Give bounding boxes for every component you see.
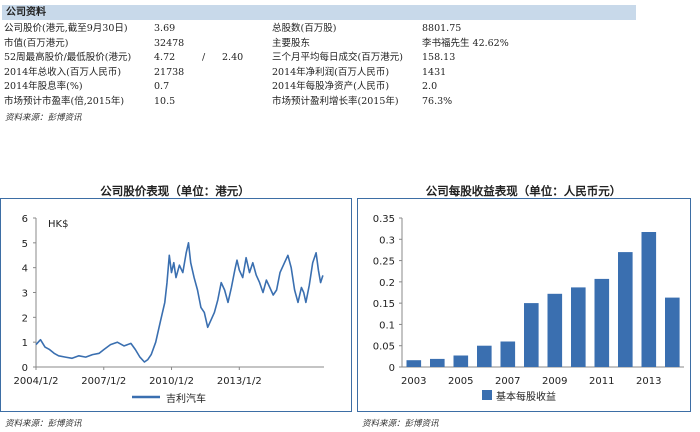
y-tick-label: 4 — [22, 264, 28, 275]
x-tick-label: 2003 — [401, 376, 426, 387]
eps-bar — [571, 287, 586, 367]
label-left: 2014年总收入(百万人民币) — [4, 66, 122, 78]
source-note-top: 资料来源：彭博资讯 — [5, 113, 82, 123]
value-left: 4.72 — [154, 52, 176, 63]
x-tick-label: 2013 — [636, 376, 661, 387]
y-tick-label: 6 — [22, 214, 28, 225]
label-left: 2014年股息率(%) — [4, 81, 83, 92]
value-left-secondary: 2.40 — [222, 52, 244, 63]
source-note-right: 资料来源：彭博资讯 — [362, 419, 439, 429]
legend-swatch — [482, 390, 492, 400]
table-row: 市值(百万港元) 32478 主要股东 李书福先生 42.62% — [4, 37, 636, 51]
value-right: 158.13 — [422, 52, 456, 63]
value-separator: / — [202, 52, 206, 63]
x-tick-label: 2005 — [448, 376, 473, 387]
eps-bar — [477, 345, 492, 367]
value-left: 3.69 — [154, 23, 176, 34]
value-right: 2.0 — [422, 81, 438, 92]
y-tick-label: 0.3 — [379, 235, 395, 246]
y-tick-label: 5 — [22, 239, 28, 250]
y-tick-label: 0.05 — [373, 342, 395, 353]
y-tick-label: 0.15 — [373, 299, 395, 310]
eps-bar — [618, 252, 633, 367]
value-right: 8801.75 — [422, 23, 462, 34]
price-chart-title: 公司股价表现（单位：港元） — [100, 184, 250, 198]
x-tick-label: 2011 — [589, 376, 614, 387]
y-tick-label: 0.2 — [379, 278, 395, 289]
table-row: 2014年股息率(%) 0.7 2014年每股净资产(人民币) 2.0 — [4, 80, 636, 94]
unit-label: HK$ — [48, 219, 68, 230]
table-row: 52周最高股价/最低股价(港元) 4.72 / 2.40 三个月平均每日成交(百万港元)… — [4, 51, 636, 65]
y-tick-label: 2 — [22, 313, 28, 324]
value-right: 76.3% — [422, 95, 453, 107]
x-tick-label: 2009 — [542, 376, 567, 387]
label-left: 市值(百万港元) — [4, 37, 69, 49]
x-tick-label: 2010/1/2 — [149, 376, 194, 387]
x-tick-label: 2007 — [495, 376, 520, 387]
y-tick-label: 0 — [22, 363, 28, 374]
eps-bar — [430, 358, 445, 367]
section-header: 公司资料 — [2, 5, 636, 20]
eps-bar — [594, 278, 610, 367]
label-right: 2014年净利润(百万人民币) — [272, 66, 390, 78]
y-tick-label: 1 — [22, 338, 28, 349]
legend-label: 基本每股收益 — [496, 390, 556, 403]
eps-bar — [406, 360, 422, 367]
table-row: 2014年总收入(百万人民币) 21738 2014年净利润(百万人民币) 1431 — [4, 66, 636, 80]
y-tick-label: 0.1 — [379, 320, 395, 331]
value-left: 0.7 — [154, 81, 170, 92]
label-left: 公司股价(港元,截至9月30日) — [4, 23, 128, 34]
label-right: 2014年每股净资产(人民币) — [272, 81, 390, 92]
y-tick-label: 0 — [389, 363, 395, 374]
y-tick-label: 0.25 — [373, 257, 395, 268]
eps-bar — [453, 355, 469, 367]
eps-bar — [665, 297, 680, 367]
y-tick-label: 3 — [22, 289, 28, 300]
label-right: 总股数(百万股) — [272, 23, 337, 34]
source-note-left: 资料来源：彭博资讯 — [5, 419, 82, 429]
value-right: 1431 — [422, 66, 447, 78]
section-title: 公司资料 — [6, 7, 46, 18]
eps-chart-frame — [357, 198, 691, 412]
label-right: 三个月平均每日成交(百万港元) — [272, 52, 403, 63]
label-right: 市场预计盈利增长率(2015年) — [272, 95, 399, 107]
value-left: 21738 — [154, 66, 185, 78]
x-tick-label: 2004/1/2 — [14, 376, 59, 387]
value-left: 10.5 — [154, 95, 176, 107]
x-tick-label: 2013/1/2 — [217, 376, 262, 387]
eps-bar — [547, 293, 563, 367]
table-row: 公司股价(港元,截至9月30日) 3.69 总股数(百万股) 8801.75 — [4, 22, 636, 36]
label-left: 52周最高股价/最低股价(港元) — [4, 52, 132, 63]
legend-label: 吉利汽车 — [166, 392, 206, 405]
eps-chart-title: 公司每股收益表现（单位：人民币元） — [425, 184, 622, 198]
value-left: 32478 — [154, 37, 185, 49]
eps-bar — [641, 232, 657, 367]
x-tick-label: 2007/1/2 — [81, 376, 126, 387]
price-chart-frame — [0, 198, 352, 412]
eps-bar — [500, 341, 516, 367]
label-right: 主要股东 — [272, 37, 311, 49]
value-right: 李书福先生 42.62% — [422, 37, 509, 49]
price-series-line — [35, 242, 324, 363]
eps-bar — [524, 303, 539, 367]
y-tick-label: 0.35 — [373, 214, 395, 225]
table-row: 市场预计市盈率(倍,2015年) 10.5 市场预计盈利增长率(2015年) 76.3… — [4, 95, 636, 109]
label-left: 市场预计市盈率(倍,2015年) — [4, 95, 125, 107]
